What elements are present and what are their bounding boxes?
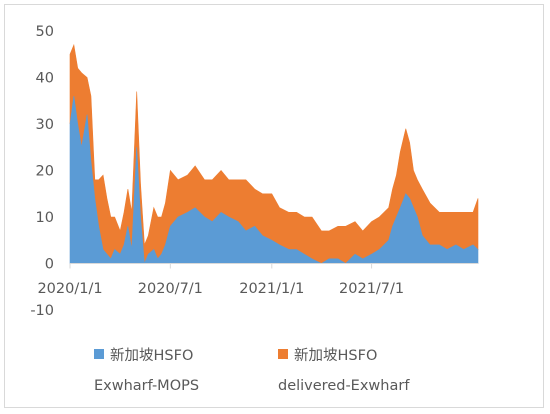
legend: 新加坡HSFO Exwharf-MOPS 新加坡HSFO delivered-Exwh… <box>94 347 410 394</box>
y-tick-label: 40 <box>36 71 54 87</box>
y-tick-label: 50 <box>36 24 54 40</box>
legend-label-line2: delivered-Exwharf <box>278 378 410 394</box>
y-tick-label: 10 <box>36 210 54 226</box>
x-tick-label: 2020/1/1 <box>37 281 102 297</box>
legend-swatch <box>94 349 104 359</box>
x-tick-label: 2021/7/1 <box>339 281 404 297</box>
y-tick-label: 30 <box>36 117 54 133</box>
legend-label-line1: 新加坡HSFO <box>294 347 377 364</box>
series-exwharf-mops-area <box>69 96 479 264</box>
chart-areas <box>69 43 479 264</box>
legend-swatch <box>278 349 288 359</box>
y-tick-label: 0 <box>45 257 54 273</box>
x-tick-label: 2020/7/1 <box>138 281 203 297</box>
legend-item-exwharf-mops: 新加坡HSFO Exwharf-MOPS <box>94 347 199 394</box>
y-axis-ticks: -10 0 10 20 30 40 50 <box>30 24 54 319</box>
y-tick-label: -10 <box>30 303 54 319</box>
legend-label-line2: Exwharf-MOPS <box>94 378 199 394</box>
legend-item-delivered-exwharf: 新加坡HSFO delivered-Exwharf <box>278 347 410 394</box>
x-axis-ticks: 2020/1/1 2020/7/1 2021/1/1 2021/7/1 <box>37 263 404 297</box>
x-tick-label: 2021/1/1 <box>239 281 304 297</box>
legend-label-line1: 新加坡HSFO <box>110 347 193 364</box>
y-tick-label: 20 <box>36 164 54 180</box>
